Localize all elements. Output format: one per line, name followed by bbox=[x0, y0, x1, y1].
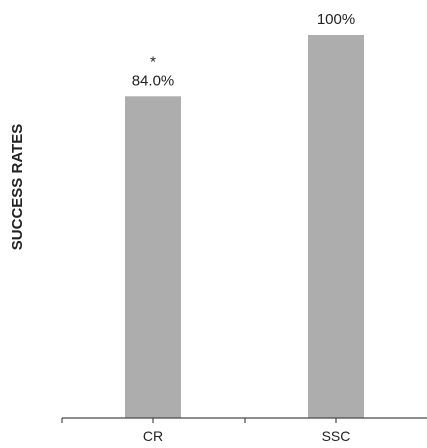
data-label-ssc: 100% bbox=[317, 11, 355, 28]
significance-mark-cr: * bbox=[150, 53, 156, 70]
x-axis: CR SSC bbox=[61, 418, 351, 444]
bars bbox=[125, 35, 364, 418]
data-labels: 84.0% * 100% bbox=[132, 11, 355, 89]
y-axis-title: SUCCESS RATES bbox=[9, 124, 26, 250]
bar-ssc bbox=[308, 35, 364, 418]
x-tick-label-cr: CR bbox=[143, 428, 163, 444]
x-tick-label-ssc: SSC bbox=[322, 428, 351, 444]
bar-cr bbox=[125, 96, 181, 418]
data-label-cr: 84.0% bbox=[132, 72, 175, 89]
